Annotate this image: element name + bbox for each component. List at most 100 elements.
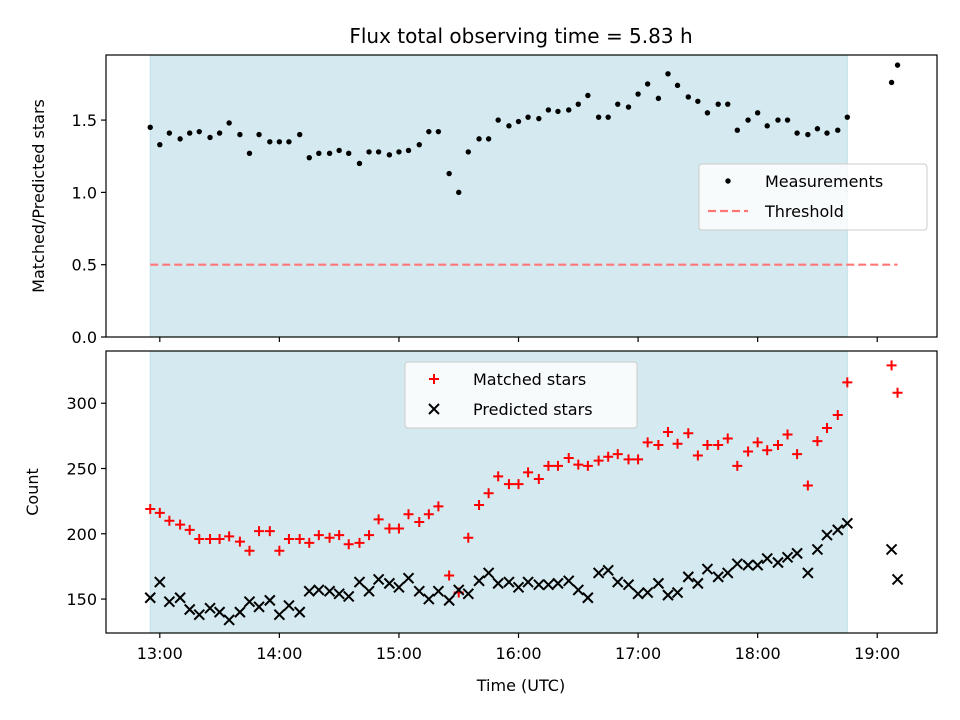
measurement-point — [805, 131, 811, 138]
measurement-point — [366, 149, 372, 155]
matched-stars-point — [205, 534, 216, 544]
measurement-point — [545, 107, 552, 113]
measurement-point — [665, 71, 671, 77]
measurement-point — [745, 117, 751, 123]
measurement-point — [674, 82, 681, 89]
predicted-stars-point — [353, 576, 366, 588]
measurement-point — [246, 150, 253, 157]
predicted-stars-point — [234, 606, 246, 618]
predicted-stars-point — [402, 572, 415, 584]
matched-stars-point — [672, 438, 683, 449]
matched-stars-point — [812, 436, 823, 447]
measurement-point — [356, 160, 363, 167]
matched-stars-point — [384, 523, 395, 534]
matched-stars-point — [503, 479, 514, 490]
predicted-stars-point — [432, 585, 445, 597]
measurement-point — [625, 104, 632, 110]
matched-stars-point — [633, 454, 644, 465]
predicted-stars-point — [462, 588, 474, 600]
matched-stars-point — [393, 523, 404, 534]
predicted-stars-point — [492, 577, 504, 590]
measurement-point — [888, 79, 895, 86]
predicted-stars-point — [712, 571, 724, 583]
measurement-point — [147, 124, 153, 131]
predicted-stars-point — [885, 543, 898, 556]
measurement-point — [297, 131, 303, 138]
predicted-stars-point — [641, 586, 654, 599]
matched-stars-point — [743, 446, 754, 457]
predicted-stars-point — [722, 567, 734, 579]
matched-stars-point — [364, 530, 375, 541]
predicted-stars-point — [533, 578, 545, 591]
bottom-panel: 150 200 250 300 13:00 14:00 15:00 16:00 17:00 18:… — [66, 350, 938, 663]
measurement-point — [416, 141, 422, 148]
predicted-stars-point — [891, 573, 904, 586]
measurement-point — [456, 189, 462, 196]
measurement-point — [316, 150, 322, 157]
measurement-point — [186, 130, 193, 136]
matched-stars-point — [653, 440, 664, 450]
predicted-stars-point — [313, 584, 325, 596]
measurement-point — [177, 136, 183, 142]
matched-stars-point — [244, 545, 255, 556]
measurement-point — [566, 107, 572, 113]
measurement-point — [396, 149, 402, 155]
predicted-stars-point — [183, 603, 196, 616]
measurement-point — [375, 149, 382, 155]
measurement-point — [655, 95, 662, 102]
matched-stars-point — [403, 509, 414, 520]
y-tick-label: 250 — [66, 460, 97, 479]
measurement-point — [824, 130, 830, 136]
predicted-stars-point — [283, 599, 295, 612]
measurement-point — [515, 118, 522, 125]
predicted-stars-point — [163, 595, 176, 608]
measurement-point — [784, 117, 791, 123]
matched-stars-point — [214, 534, 225, 544]
predicted-stars-point — [293, 606, 306, 618]
predicted-stars-point — [372, 573, 385, 586]
predicted-stars-point — [662, 589, 674, 601]
matched-stars-point — [792, 449, 803, 460]
matched-stars-point — [623, 454, 634, 465]
legend-box — [698, 163, 928, 231]
matched-stars-point — [493, 471, 504, 482]
predicted-stars-point — [791, 547, 803, 560]
y-tick-label: 0.5 — [72, 256, 97, 275]
matched-stars-point — [274, 545, 285, 556]
measurement-point — [734, 127, 741, 133]
legend-matched-marker — [429, 374, 439, 384]
y-axis-label-bottom: Count — [23, 468, 42, 516]
measurement-point — [216, 130, 223, 136]
predicted-stars-point — [333, 588, 345, 600]
matched-stars-point — [842, 377, 853, 388]
matched-stars-point — [194, 534, 205, 544]
measurement-point — [894, 62, 901, 68]
predicted-stars-point — [622, 578, 635, 591]
y-tick-label: 0.0 — [72, 328, 97, 347]
measurement-point — [725, 101, 731, 107]
predicted-stars-point — [612, 576, 624, 588]
measurement-point — [814, 126, 821, 132]
measurement-point — [267, 139, 273, 145]
measurement-point — [764, 123, 770, 129]
matched-stars-point — [582, 460, 593, 471]
measurement-point — [495, 117, 501, 123]
x-tick-label: 15:00 — [376, 644, 422, 663]
predicted-stars-point — [204, 602, 216, 614]
measurement-point — [306, 154, 312, 161]
predicted-stars-point — [213, 606, 226, 618]
legend-threshold-label: Threshold — [764, 202, 844, 221]
matched-stars-point — [732, 460, 743, 471]
matched-stars-point — [264, 526, 275, 537]
top-panel: 0.0 0.5 1.0 1.5 Measurements Threshold — [72, 54, 938, 347]
predicted-stars-point — [423, 593, 435, 605]
measurement-point — [346, 150, 352, 157]
predicted-stars-point — [751, 559, 764, 571]
predicted-stars-point — [453, 584, 465, 596]
predicted-stars-point — [473, 575, 485, 587]
matched-stars-point — [513, 479, 524, 490]
matched-stars-point — [334, 530, 345, 541]
predicted-stars-point — [303, 585, 315, 597]
matched-stars-point — [702, 440, 713, 450]
matched-stars-point — [683, 428, 694, 439]
